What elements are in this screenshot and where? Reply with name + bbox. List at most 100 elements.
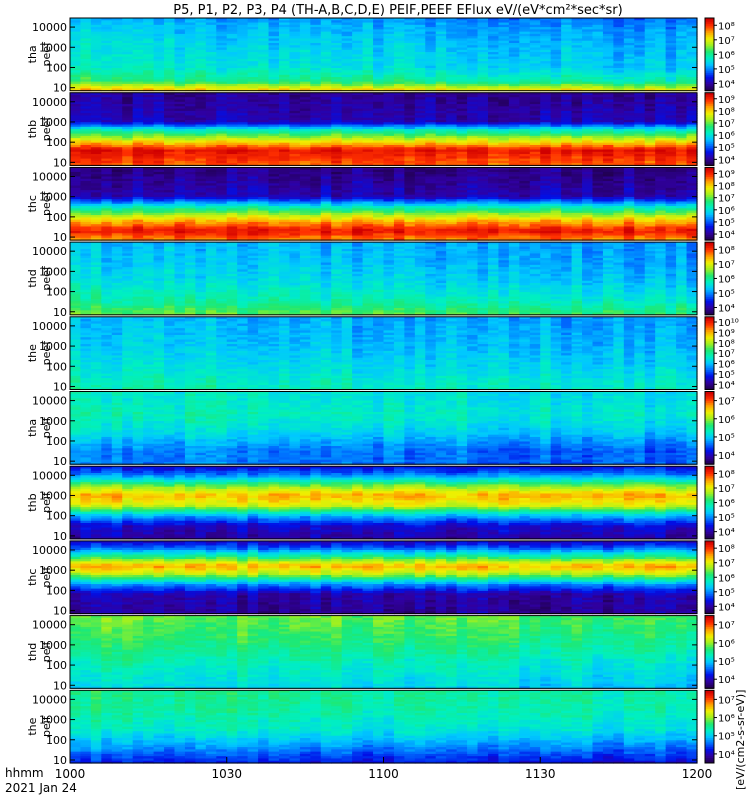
x-tick-label: 1130 xyxy=(525,767,556,781)
colorbar-tick-label: 10⁸ xyxy=(718,182,735,193)
colorbar-tick-label: 10⁸ xyxy=(718,469,735,480)
colorbar-tick-label: 10⁵ xyxy=(718,732,735,743)
colorbar-tick-label: 10⁵ xyxy=(718,218,735,229)
colorbar-tick-label: 10⁷ xyxy=(718,260,735,271)
colorbar-tick-label: 10⁴ xyxy=(718,155,735,166)
y-tick-label: 10 xyxy=(53,306,67,319)
y-tick-label: 10000 xyxy=(32,245,67,258)
x-label-hhmm: hhmm xyxy=(5,766,44,780)
colorbar-tick-label: 10⁷ xyxy=(718,695,735,706)
colorbar-tick-label: 10¹⁰ xyxy=(718,318,739,329)
colorbar-tick-label: 10⁶ xyxy=(718,639,735,650)
colorbar-tick-label: 10⁴ xyxy=(718,602,735,613)
y-tick-label: 10 xyxy=(53,231,67,244)
panel-quantity-label: peif xyxy=(40,416,53,438)
colorbar-tick-label: 10⁷ xyxy=(718,621,735,632)
x-tick-label: 1000 xyxy=(55,767,86,781)
panel-probe-label: the xyxy=(26,344,39,362)
colorbar-tick-label: 10⁵ xyxy=(718,143,735,154)
colorbar-tick-label: 10⁴ xyxy=(718,380,735,391)
colorbar-tick-label: 10⁷ xyxy=(718,36,735,47)
y-tick-label: 10000 xyxy=(32,96,67,109)
colorbar-tick-label: 10⁵ xyxy=(718,370,735,381)
colorbar-tick-label: 10⁸ xyxy=(718,544,735,555)
colorbar-tick-label: 10⁴ xyxy=(718,675,735,686)
colorbar-tick-label: 10⁵ xyxy=(718,433,735,444)
colorbar-tick-label: 10⁴ xyxy=(718,79,735,90)
y-tick-label: 10 xyxy=(53,156,67,169)
colorbar-tick-label: 10⁹ xyxy=(718,95,735,106)
colorbar-tick-label: 10⁸ xyxy=(718,245,735,256)
colorbar-tick-label: 10⁵ xyxy=(718,65,735,76)
y-tick-label: 10 xyxy=(53,82,67,95)
y-tick-label: 10000 xyxy=(32,395,67,408)
colorbar-tick-label: 10⁶ xyxy=(718,415,735,426)
panel-quantity-label: peef xyxy=(40,116,53,142)
colorbar-tick-label: 10⁶ xyxy=(718,50,735,61)
panel-quantity-label: peef xyxy=(40,41,53,67)
colorbar-tick-label: 10⁷ xyxy=(718,349,735,360)
y-tick-label: 10000 xyxy=(32,693,67,706)
y-tick-label: 10000 xyxy=(32,320,67,333)
panel-probe-label: thb xyxy=(26,493,39,511)
colorbar-tick-label: 10⁶ xyxy=(718,499,735,510)
colorbar-tick-label: 10⁵ xyxy=(718,289,735,300)
colorbar-tick-label: 10⁵ xyxy=(718,588,735,599)
panel-probe-label: thc xyxy=(26,195,39,212)
y-tick-label: 10000 xyxy=(32,21,67,34)
chart-title: P5, P1, P2, P3, P4 (TH-A,B,C,D,E) PEIF,P… xyxy=(173,3,622,18)
y-tick-label: 10000 xyxy=(32,469,67,482)
y-tick-label: 10 xyxy=(53,455,67,468)
y-tick-label: 10000 xyxy=(32,544,67,557)
panel-probe-label: tha xyxy=(26,45,39,63)
panel-probe-label: the xyxy=(26,717,39,735)
panel-quantity-label: peif xyxy=(40,491,53,513)
colorbar-tick-label: 10⁷ xyxy=(718,119,735,130)
colorbar-tick-label: 10⁴ xyxy=(718,528,735,539)
y-tick-label: 10 xyxy=(53,380,67,393)
panel-quantity-label: peef xyxy=(40,190,53,216)
panel-quantity-label: peef xyxy=(40,265,53,291)
x-tick-label: 1200 xyxy=(682,767,713,781)
colorbar-tick-label: 10⁶ xyxy=(718,206,735,217)
colorbar-tick-label: 10⁷ xyxy=(718,194,735,205)
colorbar-tick-label: 10⁵ xyxy=(718,513,735,524)
colorbar-tick-label: 10⁶ xyxy=(718,360,735,371)
y-tick-label: 10 xyxy=(53,679,67,692)
colorbar-thb-peif: 10⁴ 10⁵ 10⁶ 10⁷ 10⁸ xyxy=(705,466,735,539)
x-tick-label: 1030 xyxy=(211,767,242,781)
panel-quantity-label: peef xyxy=(40,340,53,366)
colorbar-tick-label: 10⁸ xyxy=(718,107,735,118)
colorbar-tick-label: 10⁷ xyxy=(718,484,735,495)
y-tick-label: 10 xyxy=(53,530,67,543)
colorbar-tick-label: 10⁷ xyxy=(718,397,735,408)
colorbar-tick-label: 10⁴ xyxy=(718,750,735,761)
colorbar-tick-label: 10⁴ xyxy=(718,230,735,241)
colorbar-title: [eV/(cm2-s-sr-eV)] xyxy=(734,690,747,790)
panel-probe-label: thc xyxy=(26,569,39,586)
panel-probe-label: thb xyxy=(26,120,39,138)
y-tick-label: 10 xyxy=(53,605,67,618)
colorbar-tick-label: 10⁹ xyxy=(718,328,735,339)
colorbar-tick-label: 10⁶ xyxy=(718,131,735,142)
